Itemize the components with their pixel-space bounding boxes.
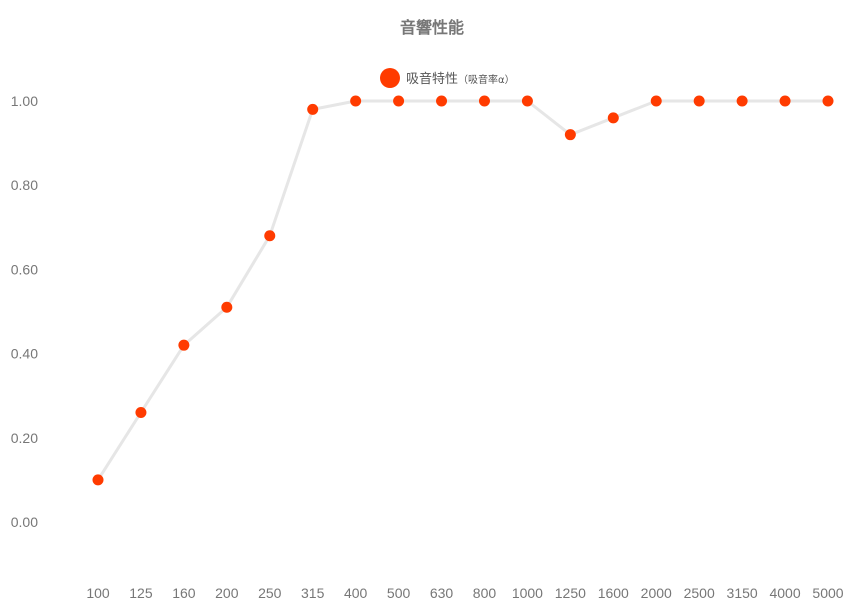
data-point[interactable] [607,112,619,124]
x-tick-label: 500 [387,585,411,601]
data-point[interactable] [521,95,533,107]
legend: 吸音特性（吸音率α） [380,68,515,88]
data-point[interactable] [564,129,576,141]
y-tick-label: 0.60 [11,261,38,277]
data-point[interactable] [822,95,834,107]
x-tick-label: 200 [215,585,239,601]
data-point[interactable] [693,95,705,107]
x-tick-label: 1600 [598,585,629,601]
legend-marker [380,68,400,88]
x-tick-label: 630 [430,585,454,601]
y-tick-label: 0.00 [11,514,38,530]
x-tick-label: 5000 [812,585,843,601]
x-tick-label: 315 [301,585,325,601]
legend-text: 吸音特性（吸音率α） [406,71,515,87]
x-tick-label: 160 [172,585,196,601]
y-tick-label: 0.40 [11,346,38,362]
x-tick-label: 1000 [512,585,543,601]
x-tick-label: 800 [473,585,497,601]
data-point[interactable] [779,95,791,107]
data-point[interactable] [393,95,405,107]
y-tick-label: 0.20 [11,430,38,446]
data-point[interactable] [135,407,147,419]
series [92,95,834,486]
x-tick-label: 2000 [641,585,672,601]
y-axis: 0.00 0.20 0.40 0.60 0.80 1.00 [11,93,38,530]
x-tick-label: 1250 [555,585,586,601]
y-tick-label: 0.80 [11,177,38,193]
data-point[interactable] [350,95,362,107]
data-point[interactable] [307,103,319,115]
data-point[interactable] [221,301,233,313]
data-point[interactable] [178,339,190,351]
x-tick-label: 3150 [727,585,758,601]
series-line [96,99,830,482]
x-tick-label: 4000 [769,585,800,601]
data-point[interactable] [264,230,276,242]
legend-sublabel: （吸音率α） [458,73,515,86]
chart-title: 音響性能 [400,18,464,37]
x-tick-label: 100 [86,585,110,601]
data-point[interactable] [478,95,490,107]
data-point[interactable] [650,95,662,107]
x-tick-label: 250 [258,585,282,601]
y-tick-label: 1.00 [11,93,38,109]
x-tick-label: 400 [344,585,368,601]
legend-label: 吸音特性 [406,71,458,87]
x-tick-label: 125 [129,585,153,601]
data-point[interactable] [736,95,748,107]
data-point[interactable] [92,474,104,486]
data-point[interactable] [436,95,448,107]
x-tick-label: 2500 [684,585,715,601]
x-axis: 100 125 160 200 250 315 400 500 630 800 1000 1250 16… [86,585,843,601]
